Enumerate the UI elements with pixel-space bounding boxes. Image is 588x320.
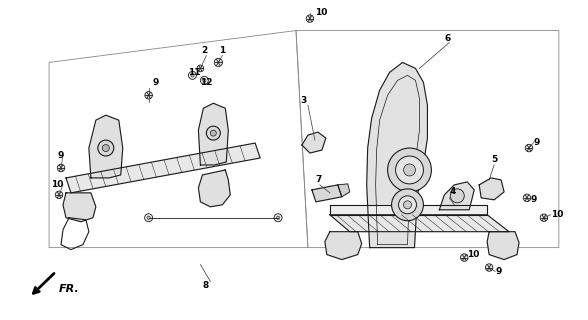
Circle shape xyxy=(102,145,109,152)
Polygon shape xyxy=(325,232,362,260)
Circle shape xyxy=(145,92,152,99)
Text: FR.: FR. xyxy=(59,284,80,294)
Circle shape xyxy=(403,201,412,209)
Text: 11: 11 xyxy=(189,68,201,77)
Circle shape xyxy=(525,144,533,152)
Circle shape xyxy=(396,156,423,184)
Text: 5: 5 xyxy=(491,156,497,164)
Text: 9: 9 xyxy=(58,150,64,160)
Polygon shape xyxy=(198,103,228,165)
Circle shape xyxy=(399,196,416,214)
Text: 9: 9 xyxy=(534,138,540,147)
Circle shape xyxy=(486,264,493,271)
Circle shape xyxy=(189,71,196,79)
Polygon shape xyxy=(367,62,427,248)
Text: 6: 6 xyxy=(445,34,450,43)
Text: 9: 9 xyxy=(153,78,159,87)
Circle shape xyxy=(197,65,204,72)
Polygon shape xyxy=(63,193,96,222)
Polygon shape xyxy=(487,232,519,260)
Circle shape xyxy=(147,216,150,219)
Circle shape xyxy=(98,140,114,156)
Circle shape xyxy=(211,130,216,136)
Polygon shape xyxy=(439,182,474,210)
Text: 10: 10 xyxy=(315,8,328,17)
Polygon shape xyxy=(312,185,342,202)
Circle shape xyxy=(460,254,468,261)
Circle shape xyxy=(145,214,153,222)
Circle shape xyxy=(57,164,65,172)
Circle shape xyxy=(203,79,206,82)
Text: 10: 10 xyxy=(467,250,480,259)
Polygon shape xyxy=(302,132,326,153)
Text: 9: 9 xyxy=(531,195,537,204)
Text: 9: 9 xyxy=(495,267,502,276)
Circle shape xyxy=(274,214,282,222)
Text: 8: 8 xyxy=(202,281,209,290)
Circle shape xyxy=(55,191,63,199)
Circle shape xyxy=(387,148,432,192)
Polygon shape xyxy=(89,115,123,178)
Circle shape xyxy=(276,216,280,219)
Circle shape xyxy=(201,76,208,84)
Text: 2: 2 xyxy=(201,46,208,55)
Polygon shape xyxy=(479,178,504,200)
Circle shape xyxy=(191,74,194,77)
Text: 12: 12 xyxy=(201,78,213,87)
Text: 10: 10 xyxy=(551,210,563,219)
Text: 1: 1 xyxy=(219,46,225,55)
Text: 10: 10 xyxy=(51,180,63,189)
Circle shape xyxy=(214,58,222,67)
Circle shape xyxy=(403,164,416,176)
Text: 7: 7 xyxy=(315,175,321,184)
Polygon shape xyxy=(198,170,230,207)
Circle shape xyxy=(392,189,423,221)
Text: 3: 3 xyxy=(300,96,306,105)
Circle shape xyxy=(450,189,465,203)
Polygon shape xyxy=(338,184,350,197)
Circle shape xyxy=(306,15,313,22)
Circle shape xyxy=(523,194,531,202)
Circle shape xyxy=(206,126,220,140)
Polygon shape xyxy=(330,205,487,215)
Polygon shape xyxy=(66,143,260,193)
Text: 4: 4 xyxy=(449,188,456,196)
Circle shape xyxy=(540,214,547,221)
Polygon shape xyxy=(330,215,509,232)
